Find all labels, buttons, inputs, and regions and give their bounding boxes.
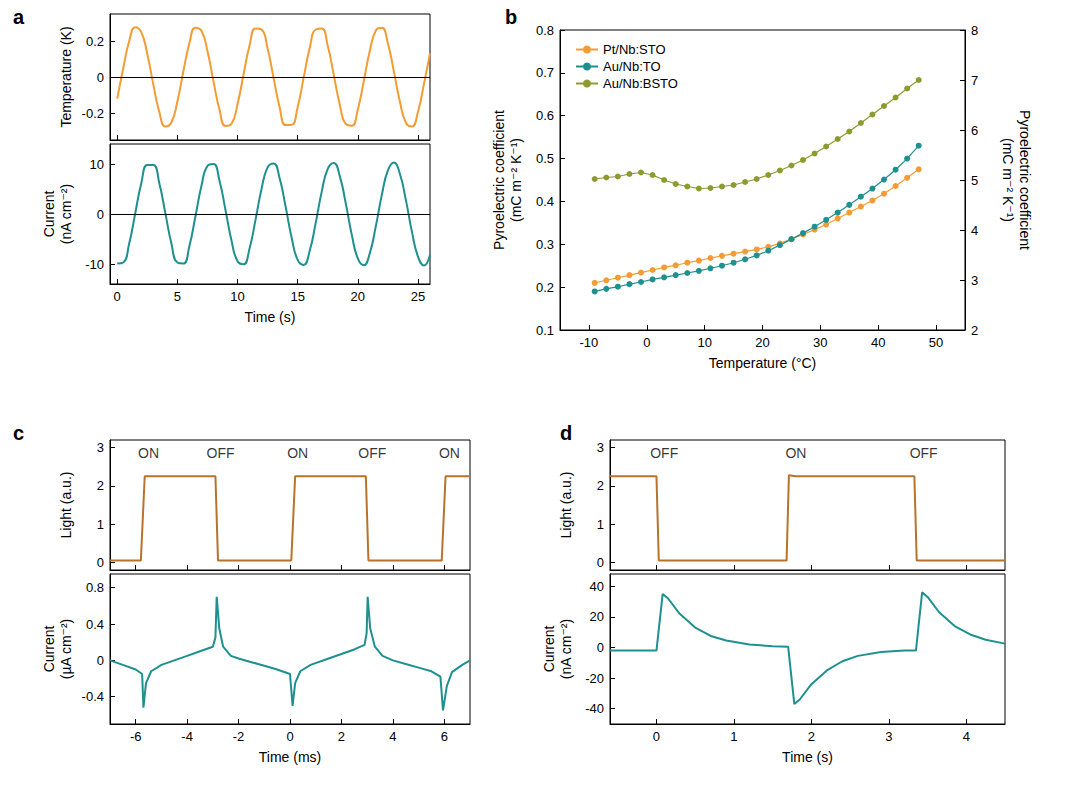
svg-text:b: b xyxy=(505,6,517,28)
svg-text:0.8: 0.8 xyxy=(536,23,554,38)
svg-text:0.2: 0.2 xyxy=(536,280,554,295)
svg-text:ON: ON xyxy=(138,445,159,461)
svg-text:Au/Nb:TO: Au/Nb:TO xyxy=(603,59,661,74)
svg-text:Temperature (°C): Temperature (°C) xyxy=(709,355,817,371)
svg-text:Light (a.u.): Light (a.u.) xyxy=(58,472,74,539)
svg-text:0.4: 0.4 xyxy=(536,194,554,209)
svg-text:7: 7 xyxy=(971,73,978,88)
svg-text:Current: Current xyxy=(41,191,57,238)
svg-text:3: 3 xyxy=(885,729,892,744)
svg-text:10: 10 xyxy=(230,289,244,304)
svg-text:ON: ON xyxy=(287,445,308,461)
svg-text:Light (a.u.): Light (a.u.) xyxy=(558,472,574,539)
svg-text:2: 2 xyxy=(597,478,604,493)
svg-text:0: 0 xyxy=(597,640,604,655)
svg-text:0: 0 xyxy=(653,729,660,744)
svg-text:0: 0 xyxy=(97,70,104,85)
svg-text:0.8: 0.8 xyxy=(86,580,104,595)
svg-text:8: 8 xyxy=(971,23,978,38)
svg-text:20: 20 xyxy=(351,289,365,304)
svg-text:-0.2: -0.2 xyxy=(82,106,104,121)
svg-text:3: 3 xyxy=(971,273,978,288)
svg-text:-2: -2 xyxy=(233,729,245,744)
svg-text:2: 2 xyxy=(808,729,815,744)
svg-text:1: 1 xyxy=(97,517,104,532)
svg-text:3: 3 xyxy=(97,440,104,455)
svg-text:2: 2 xyxy=(971,323,978,338)
svg-text:0.1: 0.1 xyxy=(536,323,554,338)
svg-text:0: 0 xyxy=(97,555,104,570)
svg-text:0: 0 xyxy=(597,555,604,570)
svg-text:OFF: OFF xyxy=(910,445,938,461)
svg-text:40: 40 xyxy=(590,579,604,594)
svg-text:2: 2 xyxy=(97,478,104,493)
svg-text:25: 25 xyxy=(411,289,425,304)
svg-text:0: 0 xyxy=(114,289,121,304)
svg-text:15: 15 xyxy=(290,289,304,304)
svg-text:ON: ON xyxy=(439,445,460,461)
svg-text:Au/Nb:BSTO: Au/Nb:BSTO xyxy=(603,76,678,91)
svg-text:0.7: 0.7 xyxy=(536,65,554,80)
svg-text:Temperature (K): Temperature (K) xyxy=(58,26,74,127)
svg-text:ON: ON xyxy=(785,445,806,461)
svg-text:(nA cm⁻²): (nA cm⁻²) xyxy=(58,184,74,244)
svg-text:c: c xyxy=(13,422,24,444)
svg-text:5: 5 xyxy=(174,289,181,304)
svg-text:d: d xyxy=(560,422,572,444)
svg-text:Time (s): Time (s) xyxy=(245,309,296,325)
svg-text:0.3: 0.3 xyxy=(536,237,554,252)
svg-text:(mC m⁻² K⁻¹): (mC m⁻² K⁻¹) xyxy=(1000,138,1016,222)
svg-text:(mC m⁻² K⁻¹): (mC m⁻² K⁻¹) xyxy=(508,138,524,222)
svg-text:20: 20 xyxy=(590,609,604,624)
svg-text:0.6: 0.6 xyxy=(536,108,554,123)
svg-text:1: 1 xyxy=(730,729,737,744)
svg-text:0: 0 xyxy=(286,729,293,744)
svg-text:-10: -10 xyxy=(85,257,104,272)
svg-text:Pt/Nb:STO: Pt/Nb:STO xyxy=(603,42,666,57)
svg-text:6: 6 xyxy=(441,729,448,744)
svg-text:2: 2 xyxy=(338,729,345,744)
svg-text:0.2: 0.2 xyxy=(86,34,104,49)
svg-text:OFF: OFF xyxy=(358,445,386,461)
svg-text:10: 10 xyxy=(90,157,104,172)
svg-text:40: 40 xyxy=(871,335,885,350)
svg-text:Time (s): Time (s) xyxy=(782,749,833,765)
svg-text:50: 50 xyxy=(929,335,943,350)
svg-text:5: 5 xyxy=(971,173,978,188)
svg-text:0: 0 xyxy=(97,653,104,668)
svg-text:Pyroelectric coefficient: Pyroelectric coefficient xyxy=(1017,110,1033,250)
svg-text:Current: Current xyxy=(541,626,557,673)
svg-text:1: 1 xyxy=(597,517,604,532)
svg-text:4: 4 xyxy=(963,729,970,744)
svg-text:10: 10 xyxy=(697,335,711,350)
svg-text:0: 0 xyxy=(97,207,104,222)
svg-text:OFF: OFF xyxy=(650,445,678,461)
svg-text:0.4: 0.4 xyxy=(86,617,104,632)
svg-text:Current: Current xyxy=(41,626,57,673)
svg-text:-6: -6 xyxy=(130,729,142,744)
svg-text:0.5: 0.5 xyxy=(536,151,554,166)
svg-text:OFF: OFF xyxy=(207,445,235,461)
svg-text:-20: -20 xyxy=(585,671,604,686)
svg-text:30: 30 xyxy=(813,335,827,350)
svg-text:a: a xyxy=(13,6,25,28)
svg-text:-40: -40 xyxy=(585,701,604,716)
svg-text:(µA cm⁻²): (µA cm⁻²) xyxy=(58,619,74,680)
svg-text:Time (ms): Time (ms) xyxy=(259,749,321,765)
svg-text:0: 0 xyxy=(643,335,650,350)
svg-text:-0.4: -0.4 xyxy=(82,689,104,704)
svg-text:-4: -4 xyxy=(181,729,193,744)
svg-text:-10: -10 xyxy=(580,335,599,350)
svg-text:3: 3 xyxy=(597,440,604,455)
svg-text:Pyroelectric coefficient: Pyroelectric coefficient xyxy=(491,110,507,250)
svg-text:6: 6 xyxy=(971,123,978,138)
svg-text:4: 4 xyxy=(389,729,396,744)
svg-text:20: 20 xyxy=(755,335,769,350)
svg-text:4: 4 xyxy=(971,223,978,238)
svg-text:(nA cm⁻²): (nA cm⁻²) xyxy=(558,619,574,679)
